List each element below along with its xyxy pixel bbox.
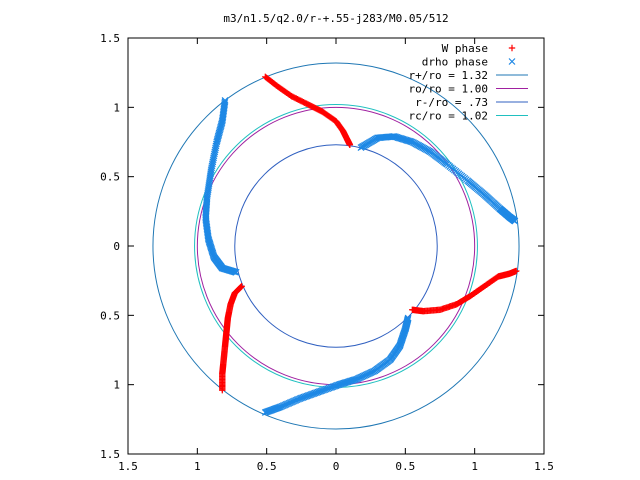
point-plus — [508, 44, 516, 52]
x-tick-label: 1.5 — [118, 460, 138, 473]
series-0 — [219, 73, 520, 394]
y-tick-label: 1.5 — [100, 32, 120, 45]
legend-label: ro/ro = 1.00 — [409, 83, 488, 96]
circle-2 — [234, 144, 438, 348]
series-1 — [202, 96, 519, 416]
legend-label: r+/ro = 1.32 — [409, 69, 488, 82]
x-tick-label: 0.5 — [257, 460, 277, 473]
legend-label: rc/ro = 1.02 — [409, 110, 488, 123]
legend-label: W phase — [442, 42, 488, 55]
point-cross — [508, 58, 516, 65]
point-cross — [404, 314, 412, 322]
circle-3 — [194, 104, 478, 388]
legend-label: r-/ro = .73 — [415, 96, 488, 109]
point-plus — [219, 387, 226, 394]
y-tick-label: 0 — [113, 240, 120, 253]
y-tick-label: 0.5 — [100, 171, 120, 184]
chart-title: m3/n1.5/q2.0/r-+.55-j283/M0.05/512 — [223, 12, 448, 25]
y-tick-label: 1 — [113, 101, 120, 114]
point-plus — [513, 267, 520, 275]
point-plus — [346, 141, 354, 148]
point-cross — [511, 217, 519, 225]
point-cross — [232, 268, 240, 276]
x-tick-label: 1 — [194, 460, 201, 473]
axis-ticks: 1.5 1 0.5 0 0.5 1 1.51.510.500.511.5 — [100, 32, 554, 473]
y-tick-label: 1 — [113, 379, 120, 392]
circle-0 — [152, 62, 520, 430]
y-tick-label: 0.5 — [100, 309, 120, 322]
x-tick-label: 1.5 — [534, 460, 554, 473]
x-tick-label: 0.5 — [395, 460, 415, 473]
x-tick-label: 1 — [471, 460, 478, 473]
x-tick-label: 0 — [333, 460, 340, 473]
legend-label: drho phase — [422, 56, 488, 69]
data-points — [202, 73, 520, 416]
y-tick-label: 1.5 — [100, 448, 120, 461]
